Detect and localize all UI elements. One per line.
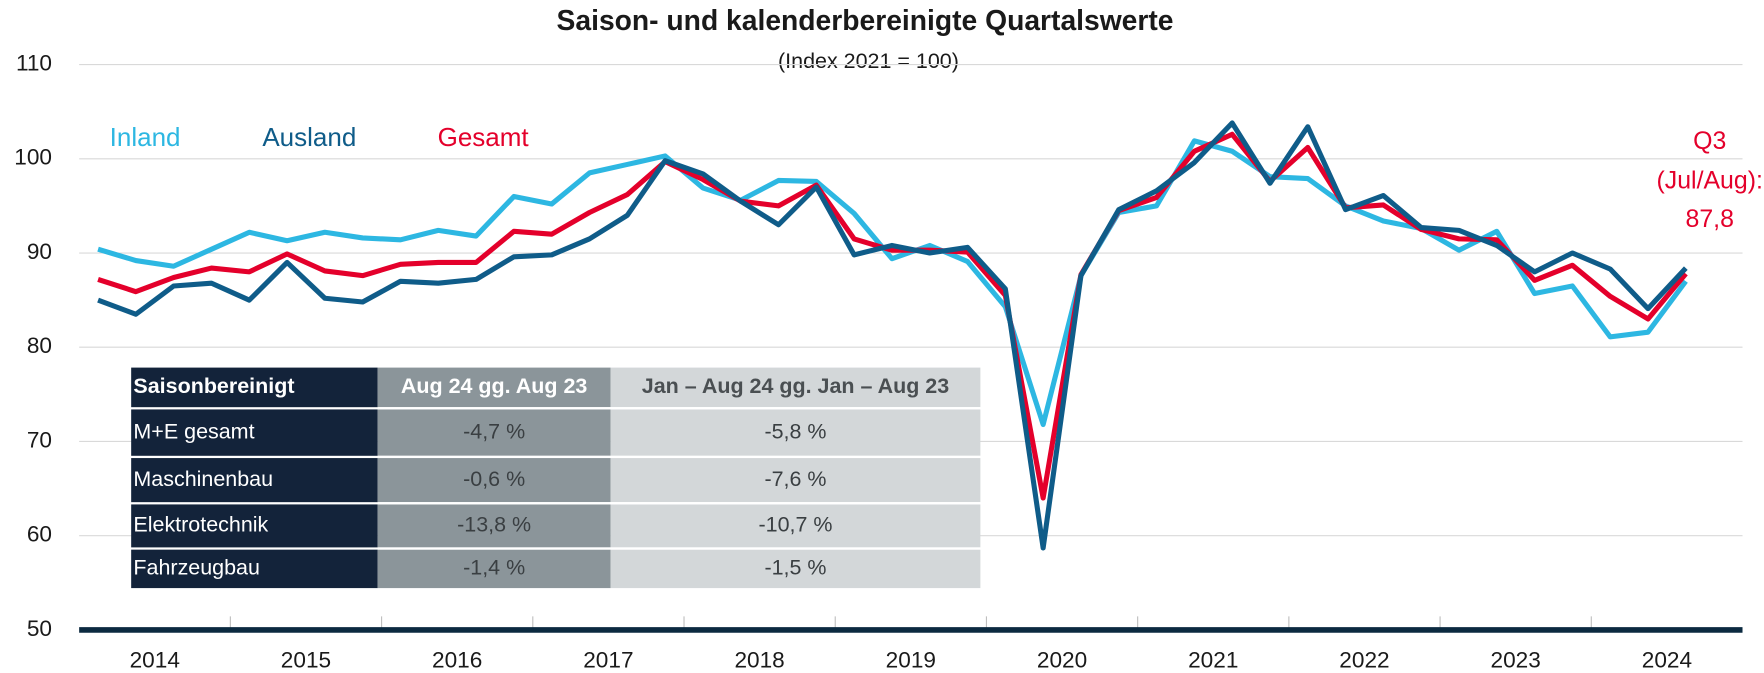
table-cell [131,549,378,589]
annotation: (Jul/Aug): [1657,167,1763,195]
table-cell [377,504,611,548]
table-header: Jan – Aug 24 gg. Jan – Aug 23 [642,374,949,398]
table-text: -1,5 % [764,556,826,580]
annotation: Q3 [1693,127,1726,155]
x-tick-label: 2018 [734,648,784,673]
chart-subtitle: (Index 2021 = 100) [778,49,959,73]
y-tick-label: 90 [27,239,52,264]
table-text: -13,8 % [457,513,531,537]
table-cell [610,549,981,589]
table-header: Saisonbereinigt [133,374,294,398]
x-tick-label: 2024 [1642,648,1692,673]
y-tick-label: 70 [27,427,52,452]
table-cell [610,458,981,503]
y-tick-label: 100 [14,145,52,170]
table-text: M+E gesamt [133,419,254,443]
x-tick-label: 2014 [130,648,180,673]
table-cell [377,409,611,456]
series-line [97,120,1688,551]
y-tick-label: 50 [27,616,52,641]
table-cell [377,367,611,408]
y-tick-label: 80 [27,333,52,358]
table-text: -4,7 % [463,419,525,443]
x-tick-label: 2017 [583,648,633,673]
chart-title: Saison- und kalenderbereinigte Quartalsw… [557,4,1174,36]
table-text: -0,6 % [463,467,525,491]
table-cell [131,409,378,456]
table-text: Elektrotechnik [133,513,268,537]
table-cell [610,504,981,548]
x-tick-label: 2019 [886,648,936,673]
x-tick-label: 2020 [1037,648,1087,673]
table-cell [131,367,378,408]
legend-entry: Ausland [262,122,356,152]
table-cell [610,367,981,408]
table-text: Maschinenbau [133,467,273,491]
legend-entry: Gesamt [438,122,530,152]
annotation: 87,8 [1686,205,1734,233]
x-tick-label: 2021 [1188,648,1238,673]
table-text: -7,6 % [764,467,826,491]
x-tick-label: 2015 [281,648,331,673]
table-cell [377,549,611,589]
table-text: -5,8 % [764,419,826,443]
table-cell [131,504,378,548]
table-cell [131,458,378,503]
table-header: Aug 24 gg. Aug 23 [401,374,588,398]
x-tick-label: 2023 [1491,648,1541,673]
y-tick-label: 110 [16,51,52,76]
x-tick-label: 2016 [432,648,482,673]
table-text: -1,4 % [463,556,525,580]
table-cell [610,409,981,456]
table-text: Fahrzeugbau [133,556,260,580]
table-text: -10,7 % [758,513,832,537]
table-cell [377,458,611,503]
legend-entry: Inland [110,122,181,152]
y-tick-label: 60 [27,522,52,547]
x-tick-label: 2022 [1339,648,1389,673]
